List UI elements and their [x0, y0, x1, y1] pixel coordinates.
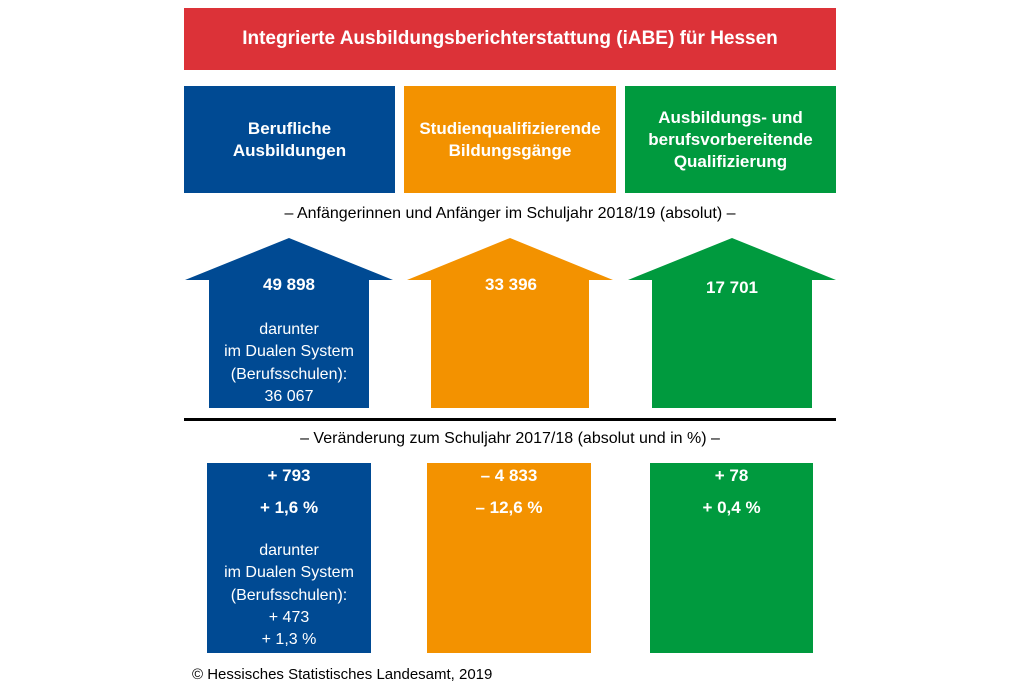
arrow-green: [628, 238, 836, 408]
detail-line: (Berufsschulen):: [230, 586, 348, 604]
header-berufliche-ausbildungen: Berufliche Ausbildungen: [184, 86, 395, 193]
detail-line: im Dualen System: [224, 564, 354, 582]
header-ausbildungsvorbereitende: Ausbildungs- und berufsvorbereitende Qua…: [625, 86, 836, 193]
header-studienqualifizierende: Studienqualifizierende Bildungsgänge: [404, 86, 616, 193]
detail-blue: darunter im Dualen System (Berufsschulen…: [209, 319, 369, 408]
change-box-green: [650, 463, 813, 653]
value-blue: 49 898: [263, 275, 315, 294]
section-title-anfaenger: – Anfängerinnen und Anfänger im Schuljah…: [284, 205, 736, 222]
detail-line: + 1,3 %: [261, 631, 317, 649]
change-box-orange: [427, 463, 591, 653]
change-pct-orange: – 12,6 %: [475, 498, 543, 517]
copyright-footer: © Hessisches Statistisches Landesamt, 20…: [192, 666, 493, 683]
change-pct-green: + 0,4 %: [702, 498, 761, 517]
section-title-veraenderung: – Veränderung zum Schuljahr 2017/18 (abs…: [300, 430, 720, 447]
value-green: 17 701: [706, 278, 758, 297]
detail-line: im Dualen System: [224, 343, 354, 361]
detail-line: darunter: [259, 542, 319, 559]
change-pct-blue: + 1,6 %: [259, 498, 319, 517]
value-orange: 33 396: [485, 275, 537, 294]
detail-line: (Berufsschulen):: [230, 365, 348, 383]
change-detail-blue: darunter im Dualen System (Berufsschulen…: [207, 540, 371, 651]
change-box-blue: [207, 463, 371, 653]
divider: [184, 418, 836, 421]
detail-line: darunter: [259, 321, 319, 338]
arrow-blue: [185, 238, 393, 408]
change-abs-orange: – 4 833: [480, 466, 538, 485]
change-abs-blue: + 793: [267, 466, 311, 485]
detail-line: + 473: [268, 608, 310, 626]
change-abs-green: + 78: [714, 466, 749, 485]
detail-line: 36 067: [264, 387, 314, 405]
title-banner: Integrierte Ausbildungsberichterstattung…: [184, 8, 836, 70]
arrow-orange: [407, 238, 613, 408]
